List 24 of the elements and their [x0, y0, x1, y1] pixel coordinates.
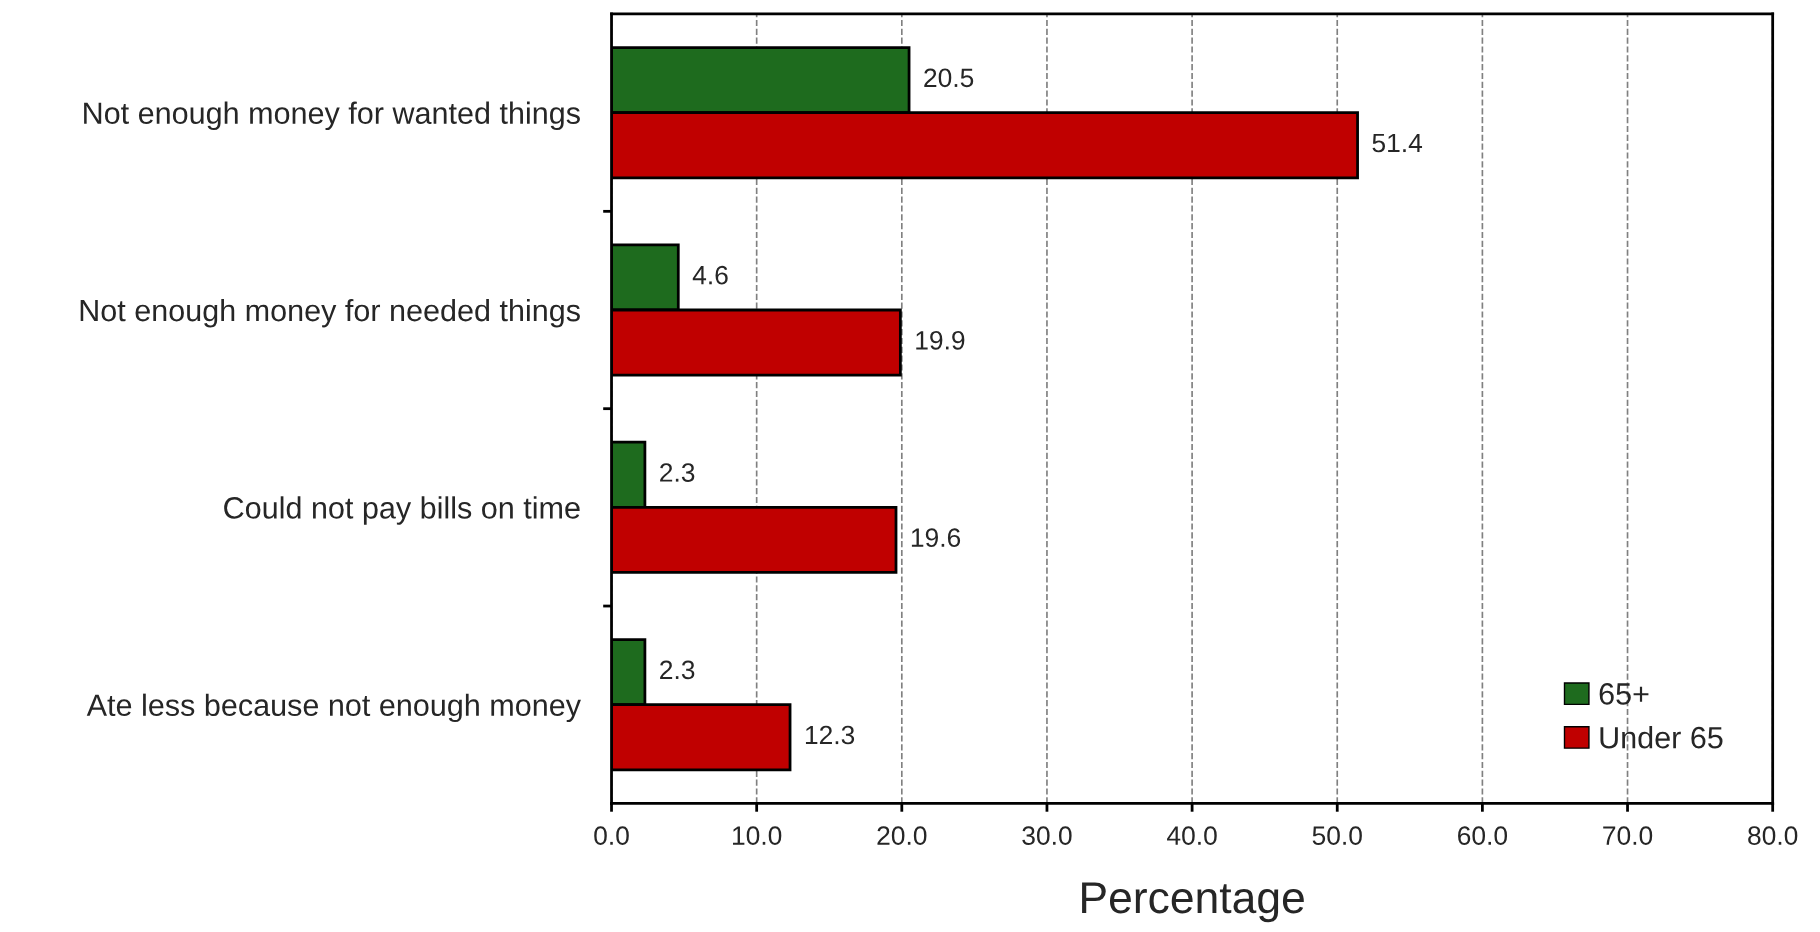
- legend-label: 65+: [1599, 683, 1649, 705]
- x-tick-label: 50.0: [1312, 826, 1362, 845]
- x-tick-label: 30.0: [1022, 826, 1072, 845]
- data-label: 19.6: [911, 528, 961, 547]
- legend-label: Under 65: [1600, 726, 1723, 749]
- x-tick-label: 60.0: [1458, 826, 1508, 845]
- x-tick-label: 20.0: [877, 826, 927, 845]
- data-label: 19.9: [916, 330, 965, 350]
- y-tick-label: Could not pay bills on time: [224, 496, 580, 525]
- y-tick-label: Ate less because not enough money: [86, 693, 581, 723]
- x-tick-label: 80.0: [1748, 826, 1798, 845]
- y-tick-label: Not enough money for needed things: [80, 298, 580, 328]
- data-label: 2.3: [660, 463, 695, 482]
- x-tick-label: 10.0: [733, 826, 782, 845]
- data-label: 4.6: [692, 265, 728, 285]
- data-label: 20.5: [924, 68, 974, 88]
- x-tick-label: 70.0: [1603, 826, 1653, 845]
- x-axis-title: Percentage: [1082, 882, 1304, 923]
- x-tick-label: 0.0: [594, 826, 629, 845]
- data-label: 51.4: [1372, 133, 1423, 153]
- x-tick-label: 40.0: [1167, 826, 1217, 845]
- data-label: 12.3: [805, 725, 855, 745]
- data-label: 2.3: [660, 660, 695, 680]
- y-tick-label: Not enough money for wanted things: [84, 101, 580, 131]
